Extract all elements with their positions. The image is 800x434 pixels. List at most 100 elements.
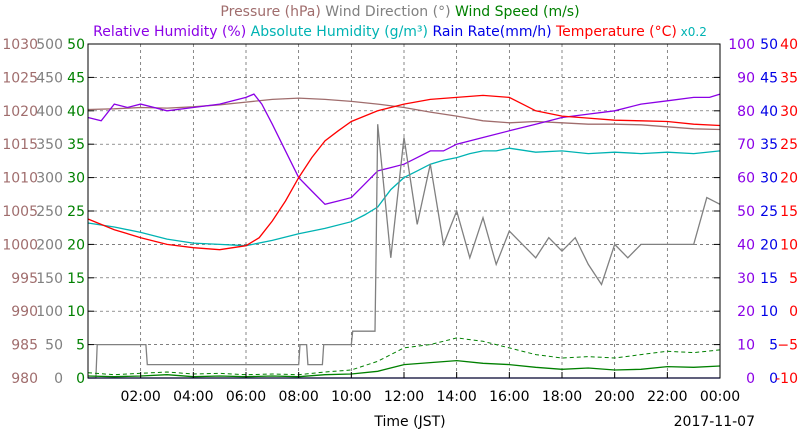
x-tick-label: 18:00 — [542, 389, 582, 405]
legend-entry: Wind Direction (°) — [321, 4, 451, 20]
left-tick-label-wind_direction: 350 — [36, 137, 63, 153]
right-tick-label-temperature: 25 — [780, 137, 798, 153]
left-tick-label-wind_direction: 50 — [45, 338, 63, 354]
legend-entry: Pressure (hPa) — [220, 4, 320, 20]
right-tick-label-rain_rate: 45 — [760, 70, 778, 86]
x-tick-label: 02:00 — [120, 389, 160, 405]
legend-row-2: Relative Humidity (%) Absolute Humidity … — [93, 24, 707, 40]
right-tick-label-temperature: 0 — [789, 304, 798, 320]
series-line-pressure-hpa — [87, 97, 721, 131]
left-tick-label-pressure: 985 — [11, 338, 38, 354]
series-line-absolute-humidity-g-m — [87, 147, 721, 247]
right-tick-label-rain_rate: 15 — [760, 271, 778, 287]
left-tick-label-pressure: 990 — [11, 304, 38, 320]
right-tick-label-rain_rate: 10 — [760, 304, 778, 320]
right-tick-label-rain_rate: 35 — [760, 137, 778, 153]
left-tick-label-wind_speed: 10 — [67, 304, 85, 320]
right-tick-label-temperature: -10 — [775, 371, 798, 387]
right-tick-label-rain_rate: 5 — [769, 338, 778, 354]
legend-entry: Relative Humidity (%) — [93, 24, 246, 40]
left-tick-label-pressure: 1010 — [2, 171, 38, 187]
left-tick-label-wind_speed: 50 — [67, 37, 85, 53]
x-axis-ticks: 02:00 04:00 06:00 08:00 10:00 12:00 14:00 16:00… — [120, 372, 740, 405]
left-tick-label-wind_speed: 0 — [76, 371, 85, 387]
left-tick-label-wind_direction: 100 — [36, 304, 63, 320]
left-tick-label-pressure: 1030 — [2, 37, 38, 53]
x-tick-label: 16:00 — [489, 389, 529, 405]
x-tick-label: 06:00 — [226, 389, 266, 405]
right-tick-label-relative_humidity: 60 — [737, 171, 755, 187]
left-tick-label-pressure: 1005 — [2, 204, 38, 220]
right-tick-label-relative_humidity: 80 — [737, 104, 755, 120]
right-tick-label-temperature: 30 — [780, 104, 798, 120]
right-tick-label-temperature: 40 — [780, 37, 798, 53]
left-tick-label-pressure: 995 — [11, 271, 38, 287]
right-tick-label-relative_humidity: 40 — [737, 237, 755, 253]
right-tick-label-temperature: 10 — [780, 237, 798, 253]
left-axis-ticks: 9809859909951000100510101015102010251030… — [2, 37, 94, 387]
left-tick-label-pressure: 1020 — [2, 104, 38, 120]
left-tick-label-wind_speed: 5 — [76, 338, 85, 354]
right-tick-label-temperature: 5 — [789, 271, 798, 287]
left-tick-label-wind_speed: 15 — [67, 271, 85, 287]
x-tick-label: 00:00 — [700, 389, 740, 405]
x-tick-label: 14:00 — [436, 389, 476, 405]
left-tick-label-wind_speed: 40 — [67, 104, 85, 120]
right-tick-label-relative_humidity: 0 — [746, 371, 755, 387]
right-tick-label-relative_humidity: 20 — [737, 304, 755, 320]
x-tick-label: 04:00 — [173, 389, 213, 405]
x-tick-label: 20:00 — [594, 389, 634, 405]
right-tick-label-rain_rate: 40 — [760, 104, 778, 120]
left-tick-label-wind_direction: 250 — [36, 204, 63, 220]
x-tick-label: 10:00 — [331, 389, 371, 405]
legend-entry: Rain Rate(mm/h) — [428, 24, 552, 40]
legend-row-1: Pressure (hPa) Wind Direction (°) Wind S… — [220, 4, 579, 20]
right-axis-ticks: 0102030405060708090100051015202530354045… — [714, 37, 798, 387]
left-tick-label-wind_direction: 0 — [54, 371, 63, 387]
grid — [88, 44, 720, 378]
left-tick-label-pressure: 980 — [11, 371, 38, 387]
x-axis-title: Time (JST) — [373, 414, 445, 430]
left-tick-label-wind_direction: 450 — [36, 70, 63, 86]
right-tick-label-temperature: 15 — [780, 204, 798, 220]
x-tick-label: 12:00 — [384, 389, 424, 405]
left-tick-label-pressure: 1000 — [2, 237, 38, 253]
right-tick-label-rain_rate: 0 — [769, 371, 778, 387]
right-tick-label-temperature: −5 — [777, 338, 798, 354]
legend-entry: Wind Speed (m/s) — [451, 4, 580, 20]
legend-scale-note: x0.2 — [677, 25, 707, 39]
series-line-relative-humidity — [87, 93, 721, 206]
left-tick-label-wind_speed: 45 — [67, 70, 85, 86]
right-tick-label-relative_humidity: 90 — [737, 70, 755, 86]
legend-entry: Temperature (°C) — [552, 24, 677, 40]
right-tick-label-relative_humidity: 100 — [728, 37, 755, 53]
legend-entry: Absolute Humidity (g/m³) — [246, 24, 428, 40]
left-tick-label-pressure: 1015 — [2, 137, 38, 153]
right-tick-label-rain_rate: 50 — [760, 37, 778, 53]
right-tick-label-temperature: 35 — [780, 70, 798, 86]
series-line-temperature-c — [87, 94, 721, 251]
x-tick-label: 08:00 — [278, 389, 318, 405]
right-tick-label-rain_rate: 30 — [760, 171, 778, 187]
left-tick-label-pressure: 1025 — [2, 70, 38, 86]
legend-text: Pressure (hPa) Wind Direction (°) Wind S… — [220, 4, 579, 20]
right-tick-label-temperature: 20 — [780, 171, 798, 187]
right-tick-label-relative_humidity: 50 — [737, 204, 755, 220]
right-tick-label-rain_rate: 25 — [760, 204, 778, 220]
left-tick-label-wind_speed: 30 — [67, 171, 85, 187]
left-tick-label-wind_speed: 25 — [67, 204, 85, 220]
left-tick-label-wind_direction: 400 — [36, 104, 63, 120]
x-tick-label: 22:00 — [647, 389, 687, 405]
right-tick-label-rain_rate: 20 — [760, 237, 778, 253]
legend-text: Relative Humidity (%) Absolute Humidity … — [93, 24, 707, 40]
left-tick-label-wind_speed: 35 — [67, 137, 85, 153]
left-tick-label-wind_direction: 150 — [36, 271, 63, 287]
left-tick-label-wind_direction: 300 — [36, 171, 63, 187]
series-line-wind-direction — [88, 124, 721, 379]
right-tick-label-relative_humidity: 10 — [737, 338, 755, 354]
right-tick-label-relative_humidity: 30 — [737, 271, 755, 287]
left-tick-label-wind_direction: 500 — [36, 37, 63, 53]
right-tick-label-relative_humidity: 70 — [737, 137, 755, 153]
left-tick-label-wind_direction: 200 — [36, 237, 63, 253]
